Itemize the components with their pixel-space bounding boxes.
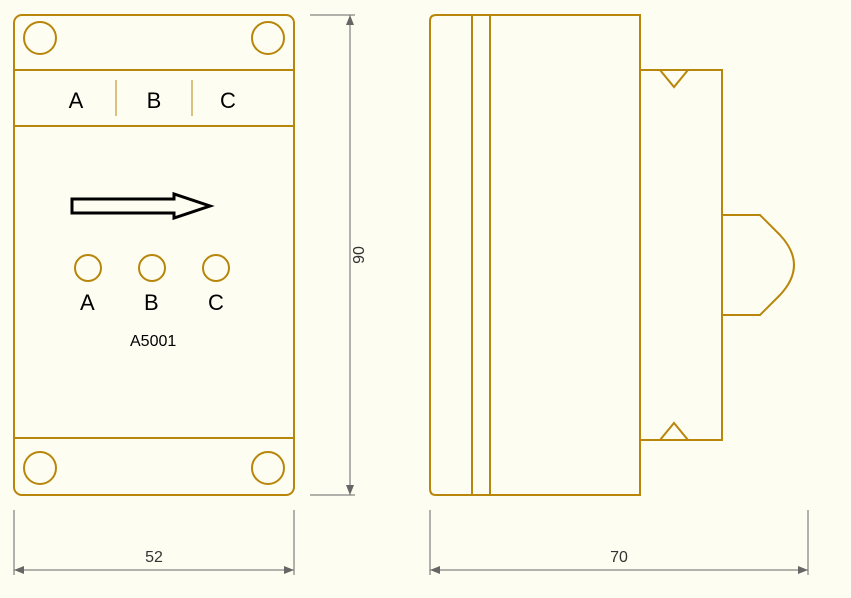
side-view — [430, 15, 794, 495]
model-number: A5001 — [130, 333, 176, 350]
terminal-b-label: B — [147, 88, 162, 113]
dim-width-front: 52 — [14, 510, 294, 575]
dim-height: 90 — [310, 15, 368, 495]
led-c — [203, 255, 229, 281]
screw-tr — [252, 22, 284, 54]
terminal-a-label: A — [69, 88, 84, 113]
direction-arrow — [72, 194, 210, 218]
dim-width-side-value: 70 — [610, 549, 628, 566]
terminal-c-label: C — [220, 88, 236, 113]
screw-bl — [24, 452, 56, 484]
led-b — [139, 255, 165, 281]
led-c-label: C — [208, 290, 224, 315]
dim-width-side: 70 — [430, 510, 808, 575]
front-view: A B C A B C A5001 — [14, 15, 294, 495]
screw-br — [252, 452, 284, 484]
side-outline — [430, 15, 794, 495]
dim-height-value: 90 — [351, 246, 368, 264]
dim-width-front-value: 52 — [145, 549, 163, 566]
led-a-label: A — [80, 290, 95, 315]
led-b-label: B — [144, 290, 159, 315]
screw-tl — [24, 22, 56, 54]
led-a — [75, 255, 101, 281]
